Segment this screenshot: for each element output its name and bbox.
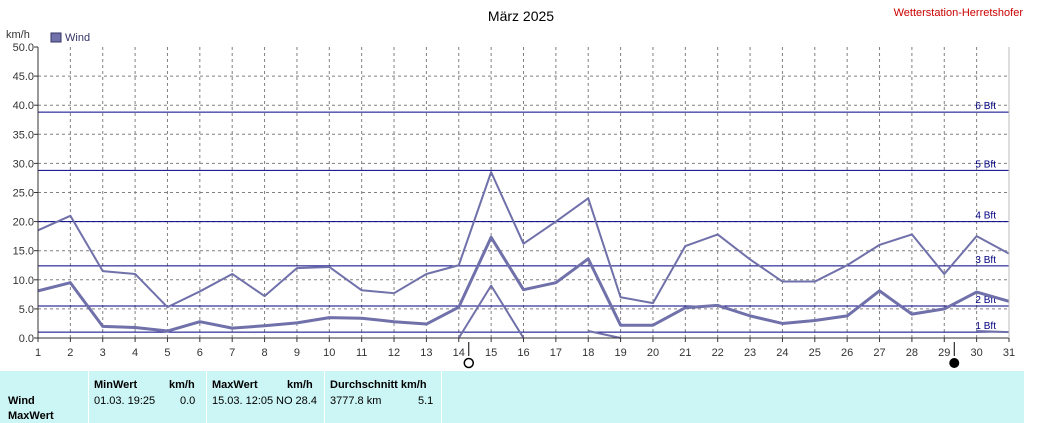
x-tick-label: 21 — [679, 347, 691, 359]
avg-header: Durchschnitt km/h — [330, 379, 427, 391]
stats-panel: Wind MaxWert MinWert km/h 01.03. 19:25 0… — [0, 371, 1024, 423]
min-value: 0.0 — [180, 395, 196, 407]
bft-label: 6 Bft — [975, 101, 996, 112]
legend-label: Wind — [65, 32, 90, 44]
stats-row-label-wind: Wind — [8, 395, 35, 407]
x-tick-label: 27 — [873, 347, 885, 359]
avg-distance: 3777.8 km — [330, 395, 382, 407]
x-tick-label: 14 — [453, 347, 465, 359]
y-tick-label: 25.0 — [13, 188, 34, 200]
stats-divider — [441, 371, 442, 423]
bft-label: 5 Bft — [975, 159, 996, 170]
bft-label: 2 Bft — [975, 295, 996, 306]
max-direction-value: NO 28.4 — [276, 395, 317, 407]
series-lines — [37, 171, 1010, 339]
x-tick-label: 11 — [356, 347, 367, 359]
x-tick-label: 10 — [323, 347, 335, 359]
x-tick-label: 24 — [776, 347, 788, 359]
chart-title: März 2025 — [488, 8, 554, 24]
x-tick-label: 26 — [841, 347, 853, 359]
x-tick-label: 1 — [35, 347, 41, 359]
x-tick-label: 8 — [262, 347, 268, 359]
bft-label: 1 Bft — [975, 321, 996, 332]
y-axis-unit: km/h — [6, 29, 30, 41]
x-tick-label: 12 — [388, 347, 400, 359]
y-tick-label: 15.0 — [13, 246, 34, 258]
station-name: Wetterstation-Herretshofer — [894, 7, 1024, 19]
series-line-max — [37, 171, 1010, 309]
x-tick-label: 20 — [647, 347, 659, 359]
min-datetime: 01.03. 19:25 — [94, 395, 156, 407]
y-tick-label: 50.0 — [13, 42, 34, 54]
y-tick-label: 5.0 — [19, 304, 34, 316]
y-tick-label: 30.0 — [13, 158, 34, 170]
x-tick-label: 18 — [582, 347, 594, 359]
max-header: MaxWert — [212, 379, 258, 391]
x-tick-label: 23 — [744, 347, 756, 359]
x-tick-label: 5 — [164, 347, 170, 359]
x-tick-label: 2 — [67, 347, 73, 359]
series-line-avg — [37, 235, 1010, 333]
moon-phase-markers — [463, 342, 960, 369]
series-line-min — [457, 284, 525, 339]
x-tick-label: 19 — [614, 347, 626, 359]
axes: 1 2 3 4 5 6 7 8 9 10 11 12 13 14 15 16 17 18 19 20 21 22 23 24 2… — [13, 42, 1016, 359]
series-line-min — [588, 330, 621, 339]
y-tick-label: 0.0 — [19, 333, 34, 345]
x-tick-label: 17 — [550, 347, 562, 359]
stats-divider — [88, 371, 89, 423]
stats-divider — [324, 371, 325, 423]
x-tick-label: 25 — [809, 347, 821, 359]
bft-reference-lines: 1 Bft 2 Bft 3 Bft 4 Bft 5 Bft 6 Bft — [38, 101, 1009, 333]
series-line-min — [976, 330, 1010, 334]
min-unit: km/h — [169, 379, 195, 391]
x-tick-label: 31 — [1003, 347, 1015, 359]
x-tick-label: 3 — [100, 347, 106, 359]
x-tick-label: 28 — [906, 347, 918, 359]
max-datetime: 15.03. 12:05 — [212, 395, 274, 407]
x-tick-label: 6 — [197, 347, 203, 359]
x-tick-label: 30 — [971, 347, 983, 359]
min-header: MinWert — [94, 379, 138, 391]
x-tick-label: 15 — [485, 347, 497, 359]
max-unit: km/h — [287, 379, 313, 391]
y-tick-label: 45.0 — [13, 71, 34, 83]
y-tick-label: 20.0 — [13, 217, 34, 229]
bft-label: 3 Bft — [975, 255, 996, 266]
legend-swatch — [50, 32, 62, 43]
x-tick-label: 9 — [294, 347, 300, 359]
y-tick-label: 10.0 — [13, 275, 34, 287]
y-tick-label: 40.0 — [13, 100, 34, 112]
bft-label: 4 Bft — [975, 211, 996, 222]
x-tick-label: 13 — [420, 347, 432, 359]
avg-value: 5.1 — [418, 395, 434, 407]
x-tick-label: 4 — [132, 347, 138, 359]
y-tick-label: 35.0 — [13, 129, 34, 141]
x-tick-label: 22 — [712, 347, 724, 359]
x-tick-label: 7 — [229, 347, 235, 359]
stats-divider — [206, 371, 207, 423]
x-tick-label: 16 — [517, 347, 529, 359]
full-moon-icon — [463, 357, 475, 369]
new-moon-icon — [949, 358, 960, 368]
x-tick-label: 29 — [938, 347, 950, 359]
stats-row-label-maxwert: MaxWert — [8, 410, 54, 422]
